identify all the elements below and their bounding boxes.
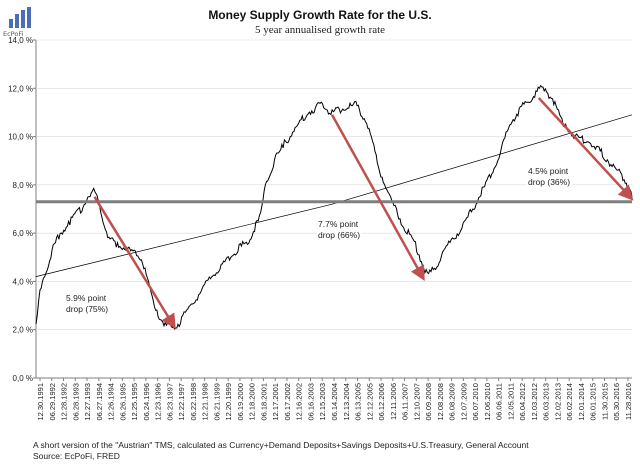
x-tick-label: 12.27.1993 [83,383,92,421]
annotation-2-line2: drop (66%) [318,230,361,240]
annotation-drop-1: 5.9% point drop (75%) [64,292,111,316]
x-tick-label: 06.08.2009 [448,383,457,421]
x-tick-label: 06.24.1996 [142,383,151,421]
x-tick-label: 06.26.1995 [118,383,127,421]
x-tick-label: 12.10.2007 [412,383,421,421]
drop-arrow [93,196,176,330]
y-tick-label: 10,0 % [8,133,33,142]
x-tick-label: 06.04.2012 [518,383,527,421]
x-tick-label: 06.03.2013 [542,383,551,421]
x-tick-label: 12.17.2001 [271,383,280,421]
annotation-drop-3: 4.5% point drop (36%) [526,165,573,189]
x-tick-label: 12.22.1997 [177,383,186,421]
x-tick-label: 12.07.2009 [459,383,468,421]
annotation-drop-2: 7.7% point drop (66%) [316,218,363,242]
x-tick-label: 12.02.2013 [553,383,562,421]
y-tick-label: 2,0 % [13,326,33,335]
chart-footnote: A short version of the "Austrian" TMS, c… [33,440,529,462]
y-axis: 0,0 % 2,0 % 4,0 % 6,0 % 8,0 % 10,0 % 12,0 % 14,… [8,36,36,383]
y-tick-label: 12,0 % [8,84,33,93]
x-tick-label: 06.21.1999 [212,383,221,421]
ecpofi-logo-icon [6,5,36,31]
chart-subtitle: 5 year annualised growth rate [254,24,386,36]
money-supply-line [35,84,633,330]
x-tick-label: 06.12.2006 [377,383,386,421]
x-tick-label: 11.30.2015 [600,383,609,420]
x-tick-label: 12.01.2014 [577,383,586,421]
annotation-3-line1: 4.5% point [528,166,569,176]
x-tick-label: 06.02.2014 [565,383,574,421]
x-tick-label: 12.26.1994 [107,383,116,421]
x-tick-label: 12.21.1998 [201,383,210,421]
x-axis: 12.30.1991 06.29.1992 12.28.1992 06.28.1993… [36,378,633,421]
x-tick-label: 12.18.2000 [248,383,257,421]
x-tick-label: 06.09.2008 [424,383,433,421]
x-tick-label: 12.20.1999 [224,383,233,421]
x-tick-label: 06.06.2011 [495,383,504,420]
gridlines [35,39,632,379]
y-tick-label: 0,0 % [13,374,33,383]
y-tick-label: 8,0 % [13,181,33,190]
annotation-1-line1: 5.9% point [66,293,107,303]
x-tick-label: 12.15.2003 [318,383,327,421]
x-tick-label: 12.25.1995 [130,383,139,421]
x-tick-label: 05.30.2016 [612,383,621,421]
arrows-layer [93,97,634,330]
x-tick-label: 06.16.2003 [306,383,315,421]
x-tick-label: 06.28.1993 [71,383,80,421]
x-tick-label: 06.07.2010 [471,383,480,421]
x-tick-label: 12.30.1991 [36,383,45,421]
y-tick-label: 6,0 % [13,229,33,238]
x-tick-label: 12.12.2005 [365,383,374,421]
x-tick-label: 06.18.2001 [259,383,268,421]
logo-text: EcPoFi [3,30,24,38]
trend-line [35,114,633,277]
y-tick-label: 4,0 % [13,277,33,286]
x-tick-label: 06.11.2007 [401,383,410,420]
chart-title: Money Supply Growth Rate for the U.S. [208,8,432,22]
x-tick-label: 12.28.1992 [60,383,69,421]
x-tick-label: 06.22.1998 [189,383,198,421]
x-tick-label: 12.06.2010 [483,383,492,421]
x-tick-label: 12.16.2002 [295,383,304,421]
x-tick-label: 06.13.2005 [354,383,363,421]
x-tick-label: 06.14.2004 [330,383,339,421]
series-layer [35,84,633,330]
drop-arrow [537,97,634,201]
footnote-source: Source: EcPoFi, FRED [33,451,120,461]
x-tick-label: 06.17.2002 [283,383,292,421]
x-tick-label: 06.27.1994 [95,383,104,421]
x-tick-label: 06.01.2015 [589,383,598,421]
x-tick-label: 12.11.2006 [389,383,398,420]
annotation-1-line2: drop (75%) [66,304,109,314]
annotation-2-line1: 7.7% point [318,219,359,229]
x-tick-label: 12.23.1996 [154,383,163,421]
annotation-3-line2: drop (36%) [528,177,571,187]
y-tick-label: 14,0 % [8,36,33,45]
x-tick-label: 06.29.1992 [48,383,57,421]
x-tick-label: 12.03.2012 [530,383,539,421]
x-tick-label: 12.13.2004 [342,383,351,421]
x-tick-label: 06.23.1997 [165,383,174,421]
x-tick-label: 06.19.2000 [236,383,245,421]
drop-arrow [330,114,425,281]
x-tick-label: 12.05.2011 [506,383,515,420]
footnote-line-1: A short version of the "Austrian" TMS, c… [33,440,529,450]
x-tick-label: 11.28.2016 [624,383,633,420]
x-tick-label: 12.08.2008 [436,383,445,421]
